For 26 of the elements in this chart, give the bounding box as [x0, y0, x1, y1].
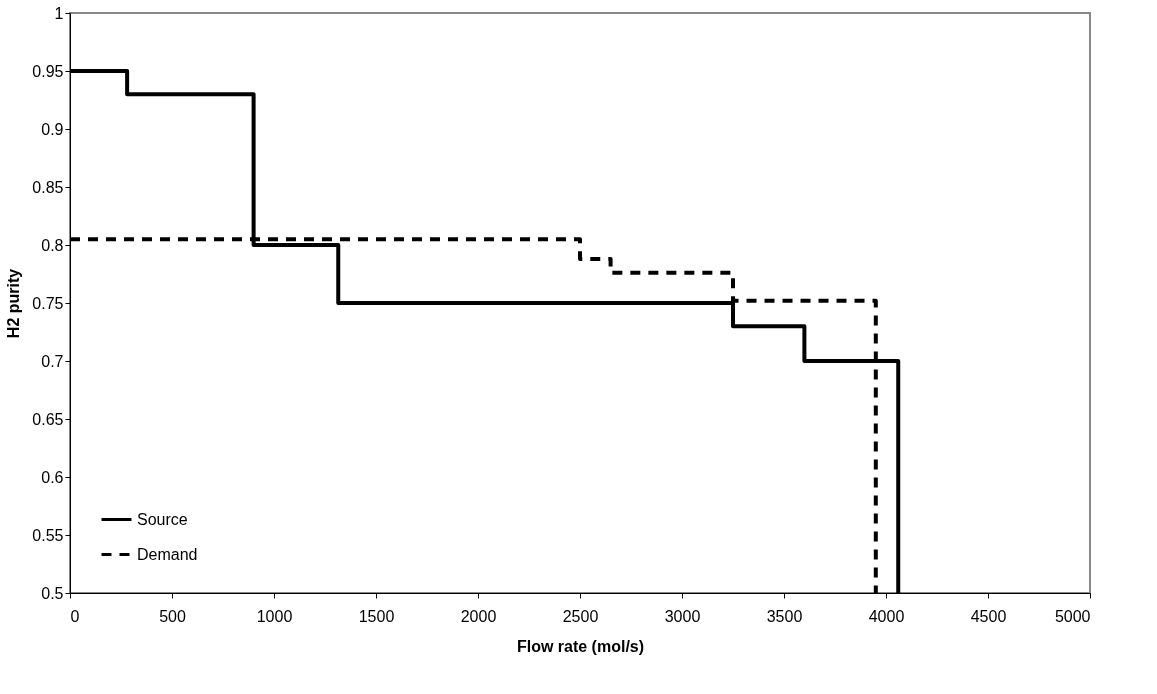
x-tick-label: 3500: [766, 607, 803, 625]
y-tick-label: 0.7: [41, 352, 64, 370]
y-tick-label: 0.6: [41, 468, 64, 486]
y-tick-label: 0.9: [41, 120, 64, 138]
x-tick-label: 3000: [664, 607, 701, 625]
x-tick-label: 4000: [868, 607, 905, 625]
y-axis-title: H2 purity: [5, 268, 23, 339]
legend-label: Demand: [137, 545, 198, 563]
y-tick-label: 0.65: [32, 410, 64, 428]
x-tick-label: 1500: [358, 607, 395, 625]
y-tick-label: 0.75: [32, 294, 64, 312]
y-tick-label: 0.5: [41, 584, 64, 602]
x-tick-label: 1000: [256, 607, 293, 625]
y-tick-label: 0.55: [32, 526, 64, 544]
x-tick-label: 2500: [562, 607, 599, 625]
x-tick-label: 0: [70, 607, 80, 625]
x-tick-label: 4500: [970, 607, 1007, 625]
x-axis-title: Flow rate (mol/s): [516, 637, 645, 655]
x-tick-label: 500: [159, 607, 186, 625]
x-tick-label: 2000: [460, 607, 497, 625]
x-tick-label: 5000: [1054, 607, 1091, 625]
y-tick-label: 0.85: [32, 178, 64, 196]
legend-label: Source: [137, 510, 188, 528]
y-tick-label: 1: [54, 4, 64, 22]
y-tick-label: 0.8: [41, 236, 64, 254]
y-tick-label: 0.95: [32, 62, 64, 80]
